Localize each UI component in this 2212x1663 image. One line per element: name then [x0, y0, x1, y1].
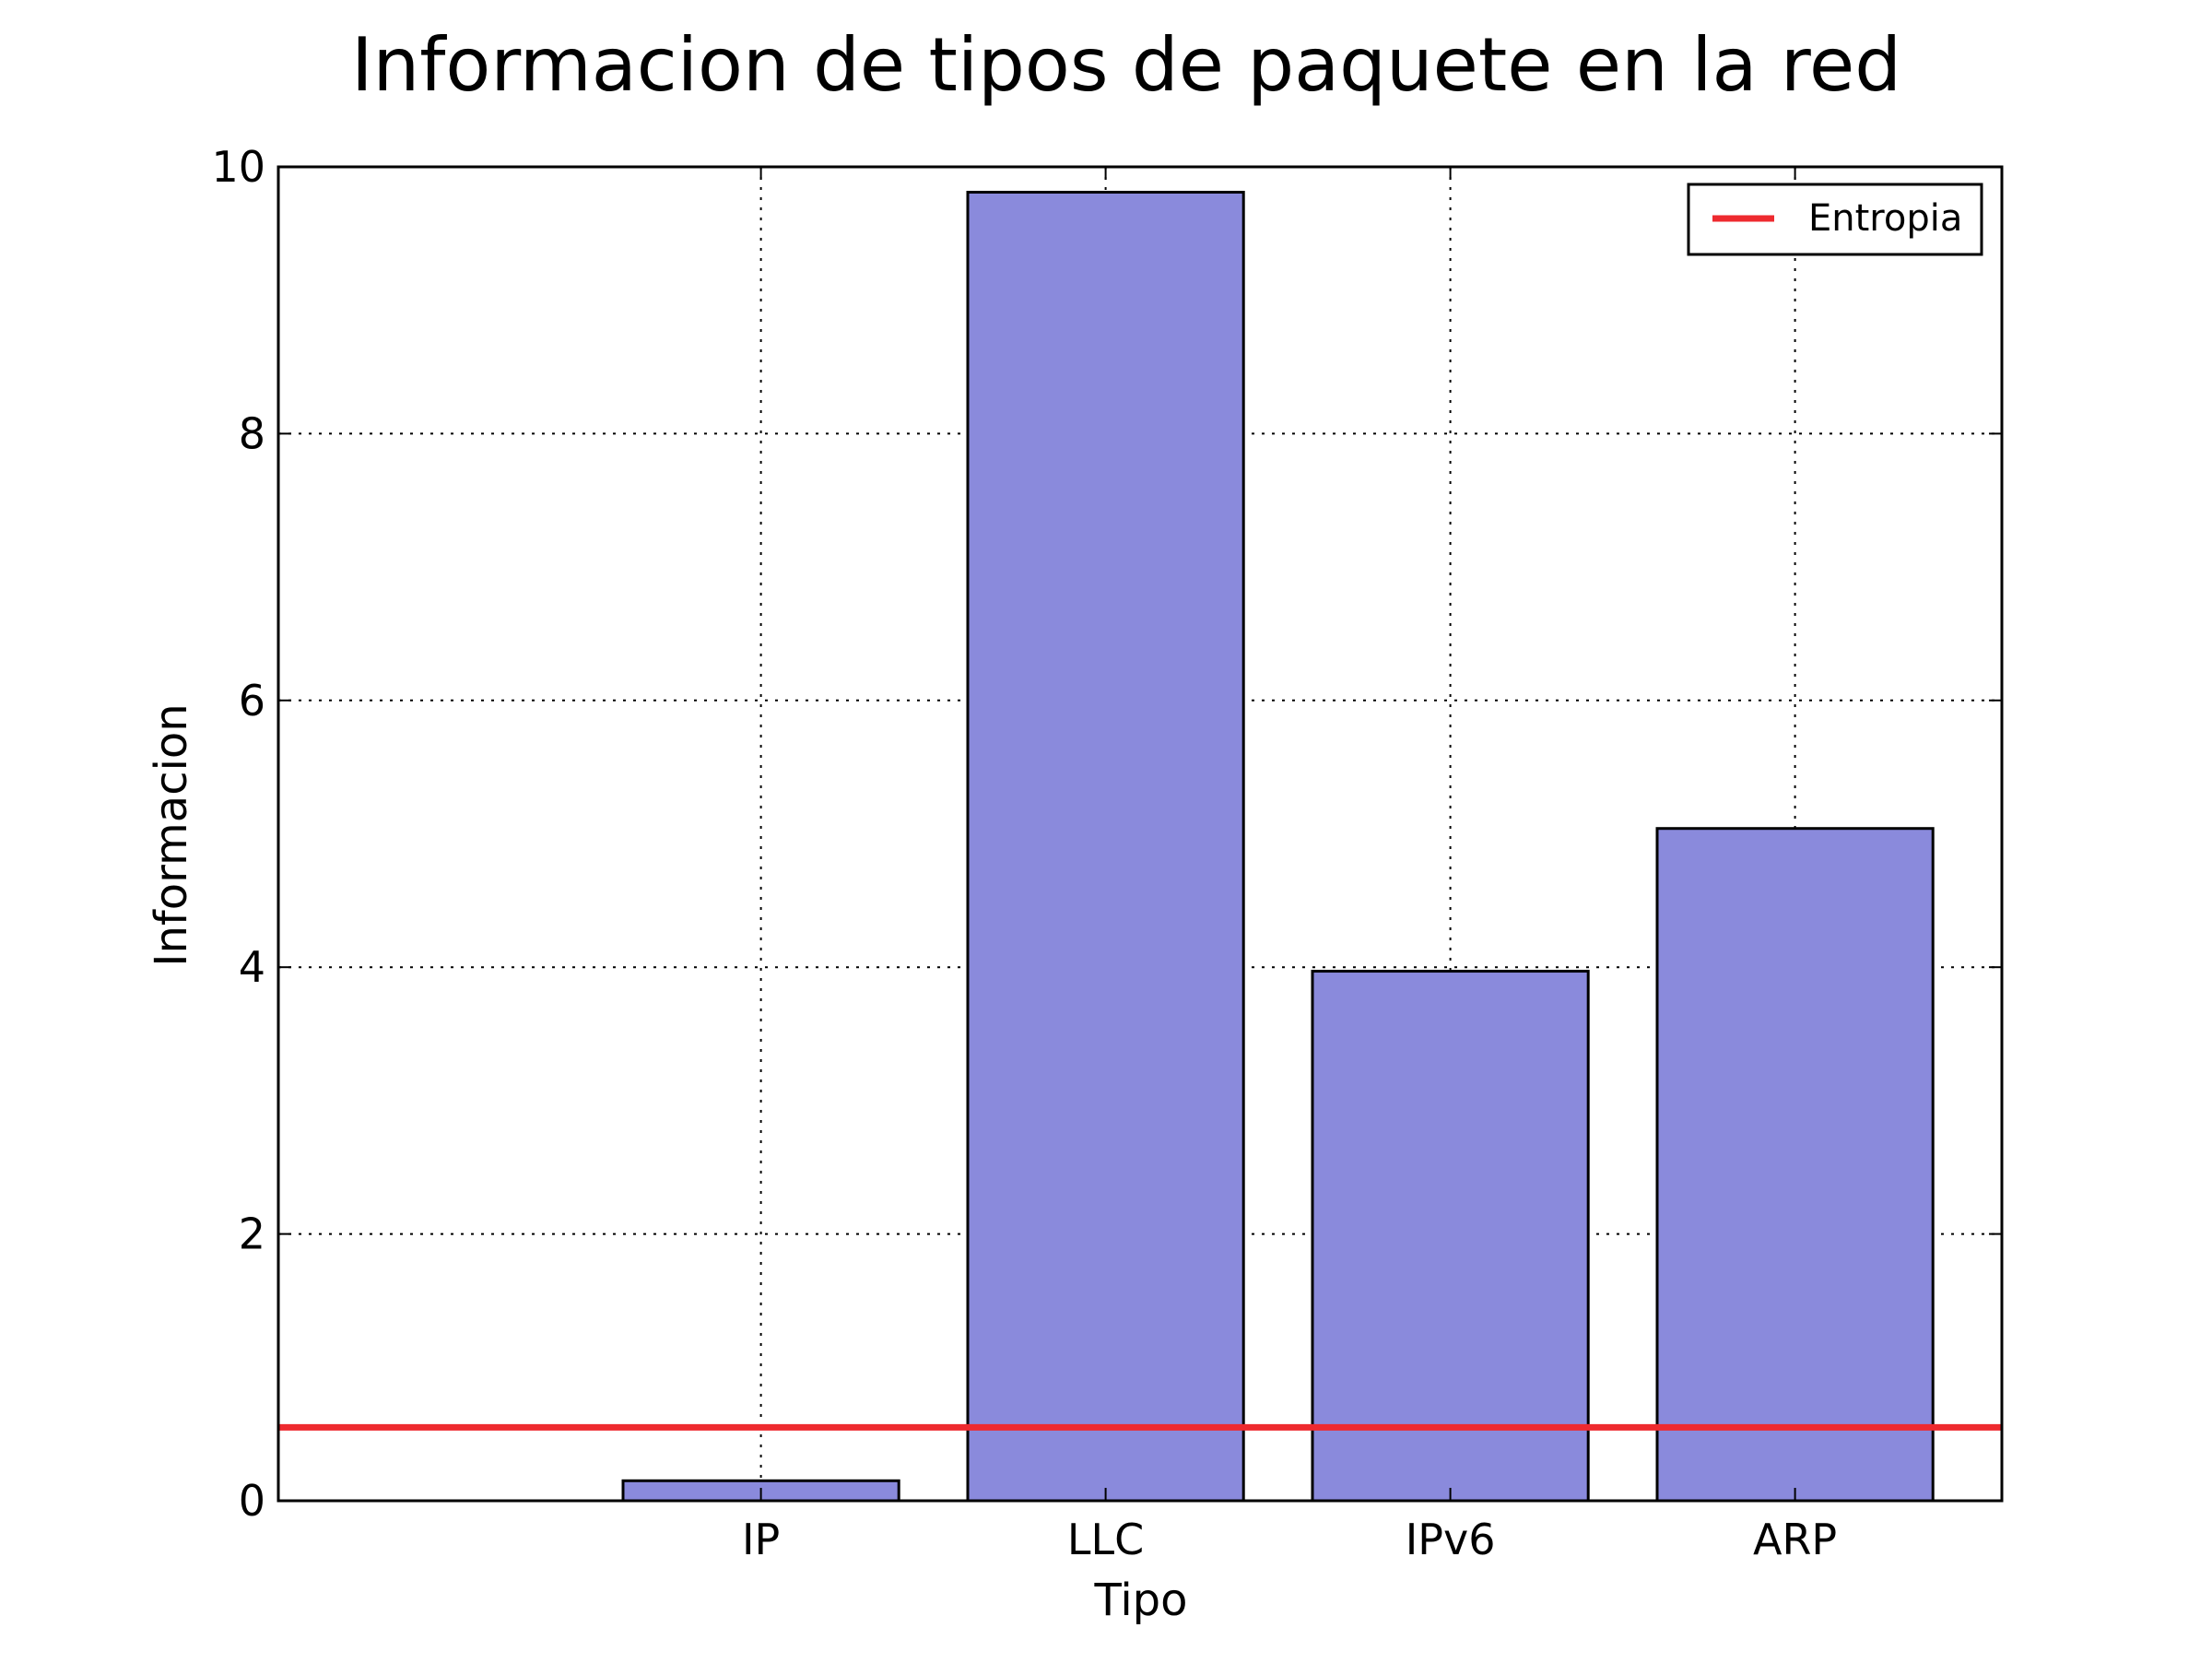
x-tick-label: ARP	[1753, 1515, 1837, 1564]
y-tick-label: 4	[239, 942, 265, 992]
x-tick-label: IPv6	[1406, 1515, 1496, 1564]
y-tick-label: 8	[239, 408, 265, 458]
bar-arp	[1655, 827, 1935, 1503]
bars	[621, 190, 1935, 1503]
y-tick-label: 2	[239, 1209, 265, 1259]
chart-title: Informacion de tipos de paquete en la re…	[351, 22, 1901, 108]
y-axis-label: Informacion	[146, 703, 197, 966]
plot-frame	[276, 165, 2004, 1503]
y-tick-label: 0	[239, 1476, 265, 1526]
bar-ipv6	[1311, 970, 1590, 1503]
y-tick-label: 6	[239, 676, 265, 725]
legend: Entropia	[1687, 183, 1983, 256]
axis-ticks: 0 2 4 6 8 10 IP LLC IPv6 ARP	[211, 142, 2002, 1564]
x-tick-label: IP	[742, 1515, 780, 1564]
y-tick-label: 10	[211, 142, 265, 192]
x-axis-label: Tipo	[1093, 1575, 1187, 1626]
x-tick-label: LLC	[1067, 1515, 1144, 1564]
legend-label-entropia: Entropia	[1808, 197, 1962, 240]
bar-llc	[966, 190, 1245, 1503]
